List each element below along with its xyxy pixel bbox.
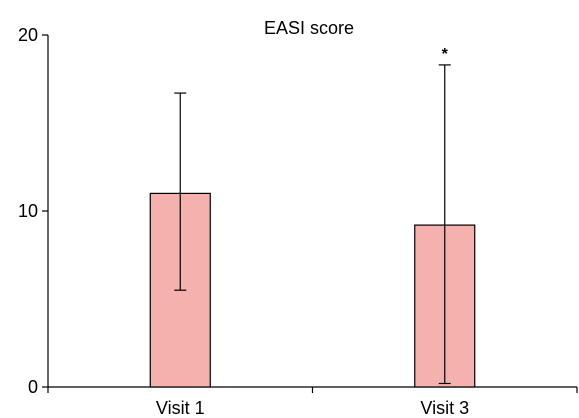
y-tick-label-0: 0	[28, 377, 38, 397]
x-tick-label-2: Visit 3	[420, 398, 469, 418]
y-tick-label-1: 10	[18, 201, 38, 221]
y-tick-label-2: 20	[18, 25, 38, 45]
significance-marker-2: *	[442, 46, 449, 63]
chart-title: EASI score	[264, 18, 354, 38]
x-tick-label-1: Visit 1	[156, 398, 205, 418]
